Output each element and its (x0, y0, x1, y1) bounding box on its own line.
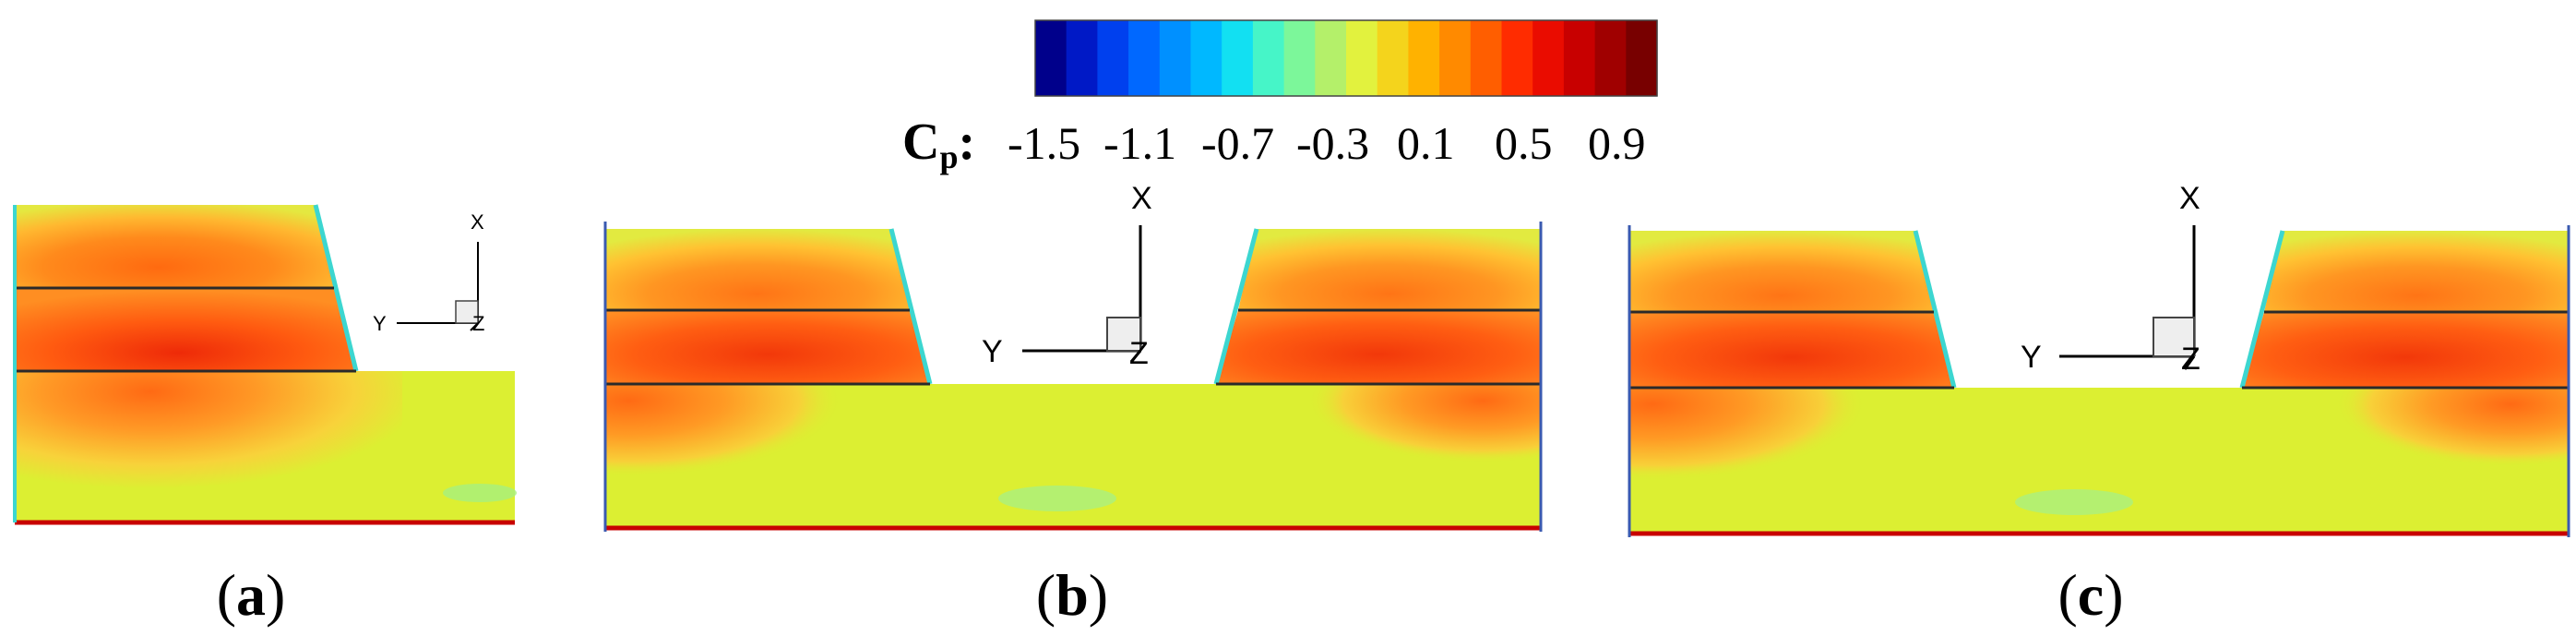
panel-b-left-tier-top (605, 229, 910, 310)
panel-b-axes: X Y Z (982, 181, 1152, 371)
panel-c-axis-y-label: Y (2021, 340, 2042, 375)
panel-c-base-shade-right (2181, 388, 2569, 526)
colorbar-swatch (1377, 20, 1409, 96)
colorbar-swatch (1408, 20, 1440, 96)
colorbar: Cp: -1.5 -1.1 -0.7 -0.3 0.1 0.5 0.9 (902, 19, 1658, 175)
colorbar-swatch (1501, 20, 1533, 96)
panel-c-axes: X Y Z (2021, 181, 2200, 377)
colorbar-swatch (1159, 20, 1192, 96)
panel-b-left-slope-edge (888, 228, 933, 385)
colorbar-tick-label: -1.1 (1103, 117, 1176, 169)
colorbar-swatch (1470, 20, 1503, 96)
panel-a-upper-tier-middle (15, 288, 356, 371)
panel-c-left-slope-edge (1913, 230, 1957, 389)
panel-a-axis-z-label: Z (472, 312, 484, 335)
panel-c-low-pressure-spot (2015, 489, 2133, 515)
panel-a-slope-edge (313, 204, 359, 372)
panel-b-low-pressure-spot (998, 486, 1116, 511)
colorbar-swatch (1532, 20, 1565, 96)
colorbar-tick-label: 0.9 (1588, 117, 1646, 169)
panel-b-left-tier-middle (605, 310, 930, 384)
panel-b-axis-y-label: Y (982, 334, 1003, 369)
colorbar-swatch (1283, 20, 1316, 96)
colorbar-tick-label: -0.3 (1296, 117, 1369, 169)
panel-a-contour: X Y Z (13, 204, 517, 525)
panel-a-label: (a) (217, 562, 286, 628)
panel-b-base-shade-left (605, 384, 993, 522)
panel-b-axis-z-label: Z (1129, 336, 1149, 371)
colorbar-label: Cp: (902, 114, 975, 175)
colorbar-swatch (1128, 20, 1161, 96)
panel-b-right-tier-middle (1216, 310, 1541, 384)
colorbar-swatches (1035, 20, 1658, 96)
panel-a-axis-y-label: Y (373, 312, 387, 335)
colorbar-swatch (1190, 20, 1222, 96)
colorbar-swatch (1252, 20, 1285, 96)
panel-c-axis-z-label: Z (2181, 342, 2200, 377)
colorbar-swatch (1222, 20, 1254, 96)
panel-b-right-slope-edge (1213, 228, 1259, 385)
panel-b-label: (b) (1036, 562, 1108, 628)
panel-b-right-tier-top (1238, 229, 1541, 310)
panel-b-axis-x-label: X (1131, 181, 1152, 216)
colorbar-frame (1034, 19, 1658, 97)
colorbar-tick-label: 0.5 (1495, 117, 1553, 169)
panel-c-contour: X Y Z (1628, 181, 2570, 537)
colorbar-swatch (1346, 20, 1378, 96)
panel-b-base-shade-right (1153, 384, 1541, 522)
panel-a-upper-tier-top (15, 205, 334, 288)
panel-c-label: (c) (2057, 562, 2123, 628)
panel-a-axis-x-label: X (471, 210, 484, 234)
panel-c-left-tier-middle (1629, 312, 1954, 388)
colorbar-swatch (1315, 20, 1347, 96)
colorbar-label-sub: p (939, 138, 958, 175)
panel-a-base-shade (15, 371, 402, 510)
panel-c-right-slope-edge (2239, 230, 2285, 389)
panel-a-low-pressure-spot (443, 484, 517, 502)
colorbar-label-suffix: : (958, 114, 975, 171)
panel-c-base-shade-left (1629, 388, 2017, 526)
colorbar-tick-label: 0.1 (1397, 117, 1455, 169)
colorbar-swatch (1563, 20, 1596, 96)
colorbar-swatch (1066, 20, 1098, 96)
panel-c-right-tier-top (2264, 231, 2569, 312)
colorbar-label-main: C (902, 114, 939, 171)
colorbar-swatch (1097, 20, 1129, 96)
panel-c-left-tier-top (1629, 231, 1934, 312)
panel-b-contour: X Y Z (603, 181, 1543, 532)
panel-c-right-tier-middle (2242, 312, 2569, 388)
panel-c-axis-x-label: X (2179, 181, 2200, 216)
colorbar-tick-label: -1.5 (1008, 117, 1080, 169)
colorbar-swatch (1439, 20, 1472, 96)
colorbar-swatch (1594, 20, 1627, 96)
colorbar-swatch (1035, 20, 1067, 96)
colorbar-tick-label: -0.7 (1201, 117, 1274, 169)
colorbar-swatch (1626, 20, 1658, 96)
panel-a-axes: X Y Z (373, 210, 484, 335)
